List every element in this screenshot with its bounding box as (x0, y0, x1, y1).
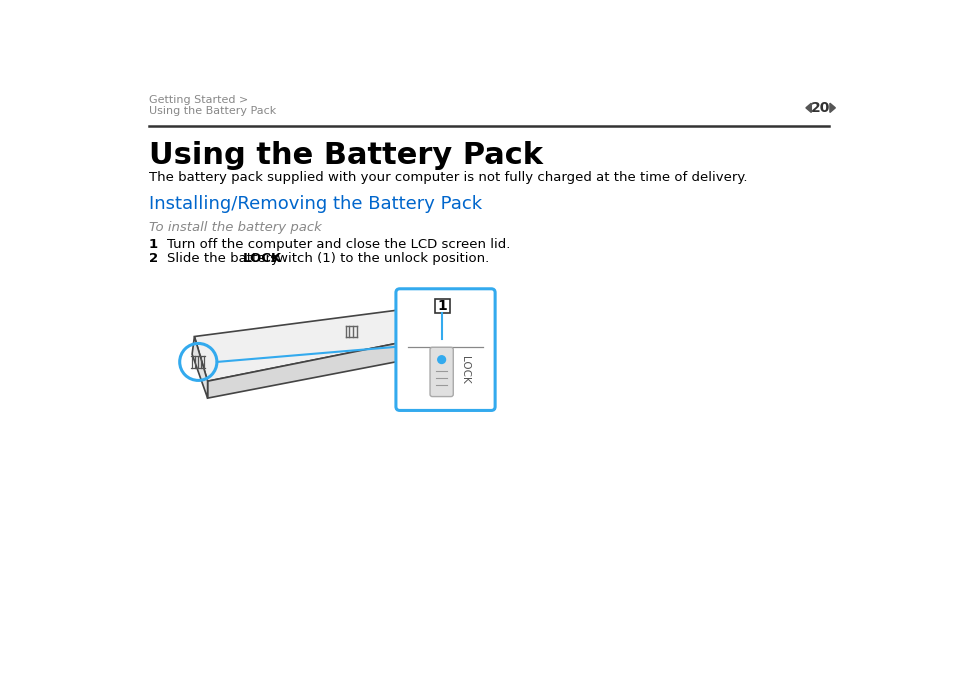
Polygon shape (829, 103, 835, 113)
Text: Turn off the computer and close the LCD screen lid.: Turn off the computer and close the LCD … (167, 238, 510, 251)
Text: LOCK: LOCK (459, 356, 470, 384)
Text: 20: 20 (810, 101, 829, 115)
Polygon shape (208, 341, 407, 398)
Polygon shape (395, 310, 407, 360)
FancyBboxPatch shape (395, 288, 495, 410)
Polygon shape (805, 103, 810, 113)
Text: LOCK: LOCK (242, 252, 281, 265)
Text: To install the battery pack: To install the battery pack (149, 221, 321, 234)
Text: 1: 1 (149, 238, 157, 251)
Text: 1: 1 (437, 299, 447, 313)
Circle shape (437, 356, 445, 363)
FancyBboxPatch shape (430, 347, 453, 396)
Text: Slide the battery: Slide the battery (167, 252, 283, 265)
Text: 2: 2 (149, 252, 157, 265)
Text: Using the Battery Pack: Using the Battery Pack (149, 106, 275, 115)
Polygon shape (192, 336, 208, 398)
Polygon shape (194, 310, 407, 381)
Text: Getting Started >: Getting Started > (149, 95, 248, 104)
Text: Installing/Removing the Battery Pack: Installing/Removing the Battery Pack (149, 195, 481, 213)
Bar (435, 299, 450, 313)
Text: Using the Battery Pack: Using the Battery Pack (149, 141, 542, 170)
Text: switch (1) to the unlock position.: switch (1) to the unlock position. (266, 252, 489, 265)
Text: The battery pack supplied with your computer is not fully charged at the time of: The battery pack supplied with your comp… (149, 171, 746, 184)
